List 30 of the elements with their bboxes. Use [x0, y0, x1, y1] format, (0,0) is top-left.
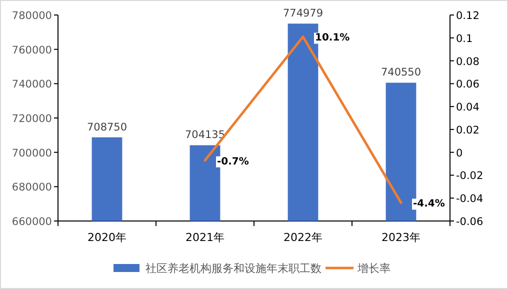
y2-tick-label: 0.04: [456, 102, 480, 114]
data-label: 704135: [184, 129, 226, 142]
y2-tick-label: -0.06: [456, 216, 484, 228]
y2-tick-label: 0.02: [456, 124, 480, 136]
y-tick-label: 720000: [12, 113, 52, 125]
y2-tick-label: 0.1: [456, 32, 473, 45]
y-tick-label: 780000: [12, 10, 52, 22]
y2-tick-label: 0.06: [456, 78, 480, 91]
data-label: -4.4%: [413, 198, 445, 210]
x-tick-label: 2020年: [88, 231, 126, 244]
data-label: -0.7%: [217, 156, 249, 168]
legend-label: 社区养老机构服务和设施年末职工数: [146, 262, 322, 275]
y-tick-label: 700000: [12, 147, 52, 160]
y-tick-label: 760000: [12, 44, 52, 56]
y2-tick-label: -0.04: [456, 193, 484, 206]
y2-tick-label: -0.02: [456, 170, 484, 182]
y-tick-label: 660000: [12, 216, 52, 228]
y2-tick-label: 0.08: [456, 56, 480, 68]
y-tick-label: 740000: [12, 78, 52, 91]
y-tick-label: 680000: [12, 182, 52, 194]
data-label: 10.1%: [315, 32, 350, 44]
y2-tick-label: 0: [456, 147, 463, 160]
y2-tick-label: 0.12: [456, 10, 480, 22]
legend-label: 增长率: [356, 262, 390, 275]
data-label: 740550: [380, 66, 422, 79]
x-tick-label: 2022年: [284, 231, 322, 244]
x-tick-label: 2023年: [382, 231, 420, 244]
data-label: 774979: [282, 8, 324, 20]
x-tick-label: 2021年: [186, 231, 224, 244]
data-label: 708750: [86, 121, 128, 134]
